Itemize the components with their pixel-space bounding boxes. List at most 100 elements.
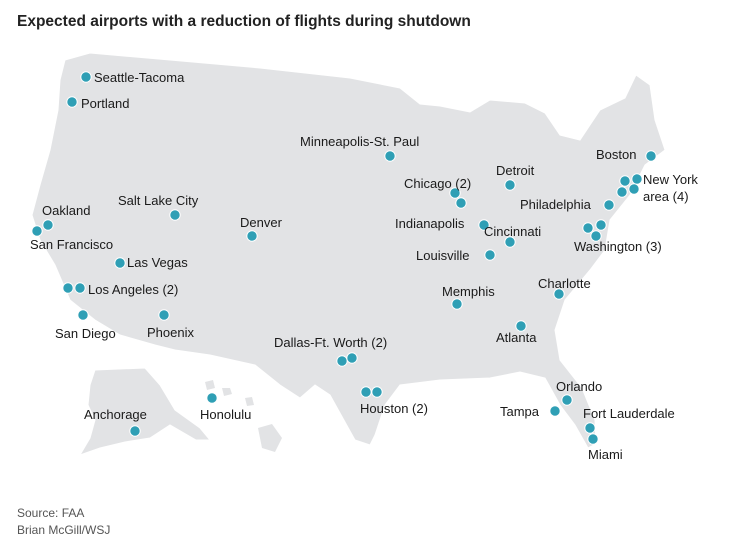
airport-label: San Diego bbox=[55, 326, 116, 341]
airport-label: Los Angeles (2) bbox=[88, 282, 178, 297]
airport-marker bbox=[504, 179, 516, 191]
airport-label: Oakland bbox=[42, 203, 90, 218]
airport-marker bbox=[371, 386, 383, 398]
airport-marker bbox=[553, 288, 565, 300]
airport-marker bbox=[206, 392, 218, 404]
airport-marker bbox=[169, 209, 181, 221]
airport-marker bbox=[384, 150, 396, 162]
airport-houston: Houston (2) bbox=[360, 386, 428, 416]
airport-portland: Portland bbox=[66, 96, 129, 111]
airport-boston: Boston bbox=[596, 147, 657, 162]
map-title: Expected airports with a reduction of fl… bbox=[17, 13, 471, 30]
airport-phoenix: Phoenix bbox=[147, 309, 194, 340]
source-line: Source: FAA bbox=[17, 506, 85, 520]
airport-marker bbox=[346, 352, 358, 364]
airport-atlanta: Atlanta bbox=[496, 320, 537, 345]
airport-new-york-area: New York area (4) bbox=[616, 172, 698, 204]
airport-label: Charlotte bbox=[538, 276, 591, 291]
hawaii-island-kauai bbox=[205, 380, 215, 390]
airport-tampa: Tampa bbox=[500, 404, 561, 419]
airport-marker bbox=[42, 219, 54, 231]
airport-detroit: Detroit bbox=[496, 163, 535, 191]
airport-label: Miami bbox=[588, 447, 623, 462]
airport-marker bbox=[504, 236, 516, 248]
credit-line: Brian McGill/WSJ bbox=[17, 523, 111, 537]
airport-honolulu: Honolulu bbox=[200, 392, 251, 422]
airport-marker bbox=[455, 197, 467, 209]
airport-washington: Washington (3) bbox=[574, 219, 662, 254]
airport-label: San Francisco bbox=[30, 237, 113, 252]
airport-marker bbox=[561, 394, 573, 406]
airport-label: Houston (2) bbox=[360, 401, 428, 416]
airport-label: Boston bbox=[596, 147, 636, 162]
airport-label: Indianapolis bbox=[395, 216, 465, 231]
airport-louisville: Louisville bbox=[416, 248, 496, 263]
airport-marker bbox=[77, 309, 89, 321]
airport-label: area (4) bbox=[643, 189, 689, 204]
airport-marker bbox=[587, 433, 599, 445]
airport-memphis: Memphis bbox=[442, 284, 495, 310]
airport-marker bbox=[80, 71, 92, 83]
airport-label: Philadelphia bbox=[520, 197, 592, 212]
airport-label: Fort Lauderdale bbox=[583, 406, 675, 421]
airport-marker bbox=[584, 422, 596, 434]
airport-marker bbox=[515, 320, 527, 332]
hawaii-island-oahu bbox=[222, 388, 232, 396]
airport-marker bbox=[66, 96, 78, 108]
hawaii-island-big-island bbox=[258, 424, 282, 452]
airport-las-vegas: Las Vegas bbox=[114, 255, 188, 270]
airport-label: Salt Lake City bbox=[118, 193, 199, 208]
airport-marker bbox=[549, 405, 561, 417]
airport-marker bbox=[616, 186, 628, 198]
airport-cincinnati: Cincinnati bbox=[484, 224, 541, 248]
airport-marker bbox=[619, 175, 631, 187]
airport-label: Minneapolis-St. Paul bbox=[300, 134, 419, 149]
airport-label: Chicago (2) bbox=[404, 176, 471, 191]
airport-marker bbox=[628, 183, 640, 195]
airport-orlando: Orlando bbox=[556, 379, 602, 406]
airport-anchorage: Anchorage bbox=[84, 407, 147, 437]
airport-label: Washington (3) bbox=[574, 239, 662, 254]
airport-label: Atlanta bbox=[496, 330, 537, 345]
airport-label: Dallas-Ft. Worth (2) bbox=[274, 335, 387, 350]
airport-marker bbox=[631, 173, 643, 185]
airport-seattle-tacoma: Seattle-Tacoma bbox=[80, 70, 185, 85]
airport-los-angeles: Los Angeles (2) bbox=[62, 282, 178, 297]
airport-marker bbox=[31, 225, 43, 237]
airport-marker bbox=[590, 230, 602, 242]
alaska-land bbox=[78, 367, 212, 456]
airport-philadelphia: Philadelphia bbox=[520, 197, 615, 212]
airport-marker bbox=[74, 282, 86, 294]
airport-denver: Denver bbox=[240, 215, 283, 242]
airport-indianapolis: Indianapolis bbox=[395, 216, 490, 231]
airport-label: Phoenix bbox=[147, 325, 194, 340]
airport-dallas-ft-worth: Dallas-Ft. Worth (2) bbox=[274, 335, 387, 367]
airport-label: Orlando bbox=[556, 379, 602, 394]
airport-marker bbox=[62, 282, 74, 294]
airport-marker bbox=[360, 386, 372, 398]
airport-marker bbox=[158, 309, 170, 321]
airport-label: Honolulu bbox=[200, 407, 251, 422]
airport-miami: Miami bbox=[587, 433, 623, 462]
airport-label: Denver bbox=[240, 215, 283, 230]
airport-label: Anchorage bbox=[84, 407, 147, 422]
airport-label: Cincinnati bbox=[484, 224, 541, 239]
airport-marker bbox=[478, 219, 490, 231]
airport-marker bbox=[449, 187, 461, 199]
airport-san-diego: San Diego bbox=[55, 309, 116, 341]
airport-label: New York bbox=[643, 172, 698, 187]
contiguous-us-land bbox=[31, 52, 666, 449]
source-note: Source: FAA Brian McGill/WSJ bbox=[17, 505, 110, 539]
airport-label: Seattle-Tacoma bbox=[94, 70, 185, 85]
airport-marker bbox=[129, 425, 141, 437]
airport-label: Louisville bbox=[416, 248, 469, 263]
airport-label: Memphis bbox=[442, 284, 495, 299]
airport-san-francisco-oakland: Oakland San Francisco bbox=[30, 203, 113, 252]
airport-marker bbox=[582, 222, 594, 234]
airport-marker bbox=[336, 355, 348, 367]
airport-marker bbox=[595, 219, 607, 231]
airport-layer: Seattle-Tacoma Portland Oakland San Francis… bbox=[30, 70, 698, 462]
airport-marker bbox=[645, 150, 657, 162]
airport-marker bbox=[451, 298, 463, 310]
airport-marker bbox=[114, 257, 126, 269]
